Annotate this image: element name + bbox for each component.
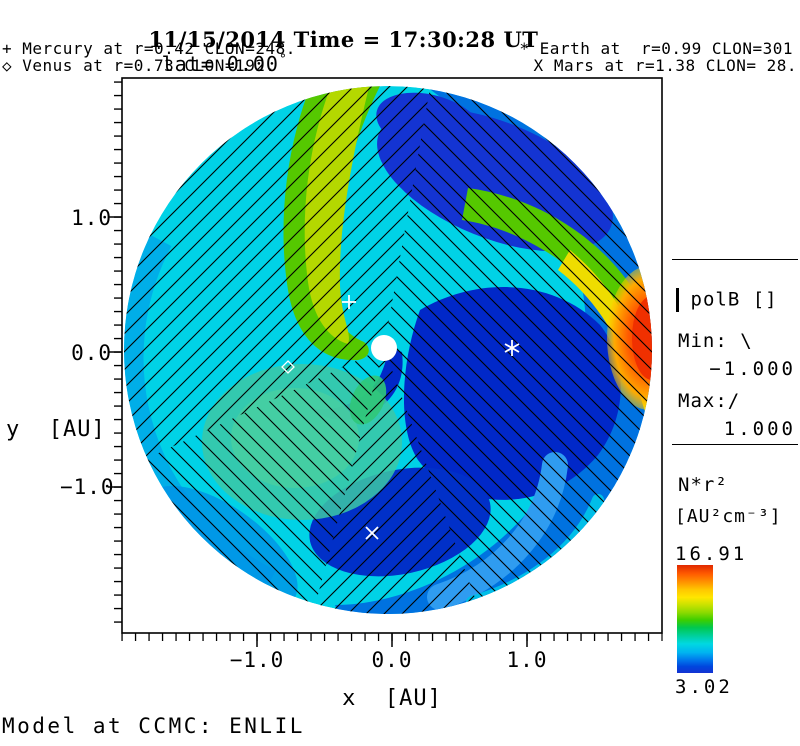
x-axis-label: x [AU] [342, 686, 442, 711]
colorbar-min: 3.02 [675, 676, 733, 698]
mercury-marker [342, 295, 356, 309]
title-datetime: 11/15/2014 Time = 17:30:28 UT [148, 27, 539, 52]
mercury-annotation: + Mercury at r=0.42 CLON=248. [2, 39, 296, 58]
mars-annotation: X Mars at r=1.38 CLON= 28. [533, 56, 797, 75]
polarity-hatching [124, 86, 652, 614]
polb-min-value: −1.000 [709, 358, 796, 380]
sun-marker [371, 335, 397, 361]
x-tick-0: 0.0 [371, 648, 413, 672]
backslash-symbol: \ [740, 330, 753, 352]
y-axis-label: y [AU] [6, 417, 106, 442]
y-axis-major-ticks [108, 216, 122, 488]
colorbar-units: [AU²cm⁻³] [675, 506, 782, 527]
x-tick-1: 1.0 [506, 648, 548, 672]
colorbar [677, 565, 713, 673]
earth-marker [504, 340, 520, 356]
polb-max-value: 1.000 [723, 418, 796, 440]
colorbar-quantity: N*r² [678, 474, 728, 496]
legend-rule-bottom [672, 444, 798, 445]
x-axis-major-ticks [256, 633, 528, 647]
x-tick-neg1: −1.0 [229, 648, 285, 672]
earth-annotation: * Earth at r=0.99 CLON=301 [519, 39, 793, 58]
polb-max-row: Max:/ [678, 390, 741, 412]
density-disk [124, 86, 652, 614]
y-tick-0: 0.0 [71, 341, 112, 365]
polb-title: polB [] [690, 288, 778, 311]
hatch-positive-bottom [304, 348, 490, 614]
polb-title-row: polB [] [676, 288, 778, 312]
slash-symbol: / [727, 390, 741, 412]
y-tick-1: 1.0 [71, 206, 112, 230]
mars-marker [365, 526, 379, 540]
title-latitude: lat= 0.00° [148, 52, 288, 76]
polb-min-row: Min: \ [678, 330, 753, 352]
colorbar-max: 16.91 [675, 543, 748, 565]
page-title: 11/15/2014 Time = 17:30:28 UT lat= 0.00° [110, 8, 538, 95]
degree-symbol: ° [278, 52, 288, 68]
y-tick-neg1: −1.0 [60, 475, 115, 499]
venus-annotation: ◇ Venus at r=0.73 CLON=192. [2, 56, 276, 75]
model-footer: Model at CCMC: ENLIL [2, 714, 305, 738]
venus-marker [281, 360, 295, 374]
polb-bar-icon [676, 288, 679, 312]
heliosphere-plot [108, 77, 663, 647]
legend-rule-top [672, 259, 798, 260]
planet-markers [281, 295, 520, 540]
